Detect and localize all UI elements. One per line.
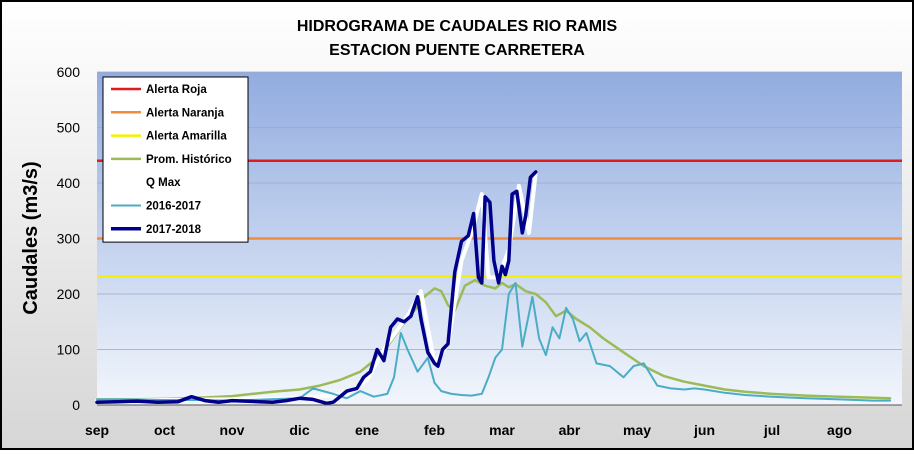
x-tick-labels: sep oct nov dic ene feb mar abr may jun jul ago <box>85 422 852 438</box>
x-tick-label: feb <box>424 422 445 438</box>
y-tick-label: 600 <box>57 64 81 80</box>
x-tick-label: sep <box>85 422 109 438</box>
x-tick-label: jul <box>763 422 780 438</box>
y-tick-label: 500 <box>57 120 81 136</box>
x-tick-label: oct <box>154 422 175 438</box>
y-tick-label: 0 <box>72 397 80 413</box>
y-tick-label: 200 <box>57 286 81 302</box>
y-tick-label: 100 <box>57 342 81 358</box>
x-tick-label: ene <box>355 422 379 438</box>
legend-label: Alerta Amarilla <box>146 131 227 143</box>
x-tick-label: jun <box>693 422 715 438</box>
series-lines <box>95 169 892 406</box>
y-axis-label: Caudales (m3/s) <box>20 161 42 314</box>
x-tick-label: mar <box>489 422 515 438</box>
legend: Alerta Roja Alerta Naranja Alerta Amarilla… <box>102 76 249 243</box>
y-tick-labels: 0 100 200 300 400 500 600 <box>57 64 81 413</box>
series-line <box>95 278 892 401</box>
x-tick-label: ago <box>827 422 852 438</box>
legend-label: Prom. Histórico <box>146 154 232 166</box>
chart-title-line2: ESTACION PUENTE CARRETERA <box>329 42 585 59</box>
legend-label: 2017-2018 <box>146 224 202 236</box>
legend-label: Alerta Roja <box>146 84 207 96</box>
x-tick-label: dic <box>289 422 309 438</box>
x-tick-label: abr <box>559 422 581 438</box>
series-line <box>95 170 538 406</box>
y-tick-label: 400 <box>57 175 81 191</box>
series-line <box>96 281 892 402</box>
x-tick-label: nov <box>220 422 245 438</box>
legend-label: 2016-2017 <box>146 201 201 213</box>
legend-label: Alerta Naranja <box>146 107 225 119</box>
y-tick-label: 300 <box>57 231 81 247</box>
chart-title-line1: HIDROGRAMA DE CAUDALES RIO RAMIS <box>297 18 618 35</box>
x-tick-label: may <box>623 422 651 438</box>
legend-label: Q Max <box>146 177 181 189</box>
